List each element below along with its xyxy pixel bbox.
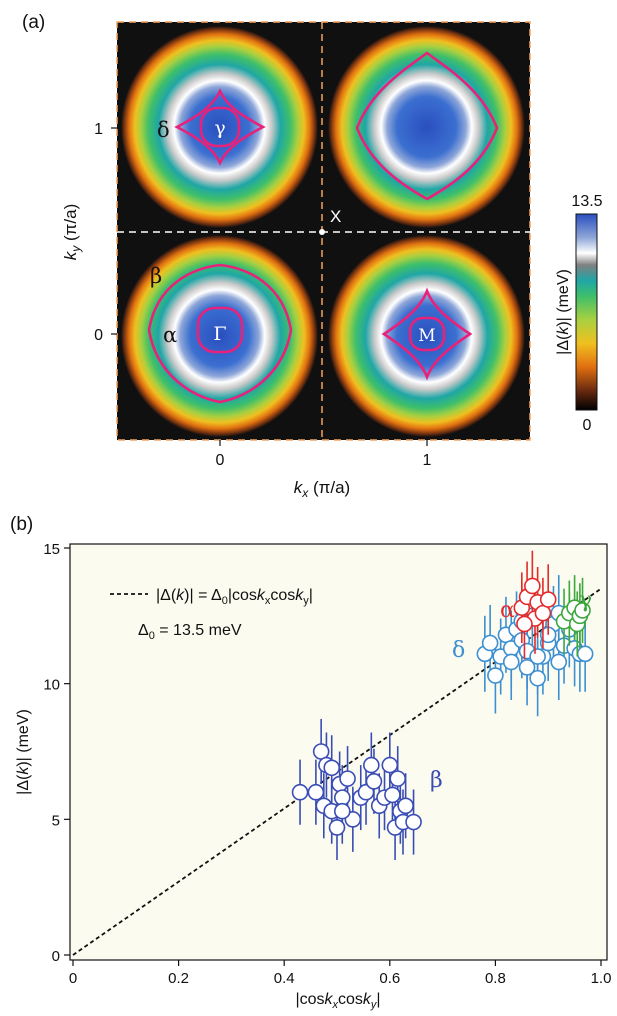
delta0-value: Δ0 = 13.5 meV [138, 622, 242, 642]
data-point [574, 602, 591, 619]
colorbar: 13.5 0 |Δ(k)| (meV) [555, 193, 603, 434]
data-point [333, 789, 351, 806]
y-tick-label-0: 0 [94, 327, 103, 344]
x-tick-label: 0.2 [168, 970, 189, 987]
y-tick-label-1: 1 [94, 121, 103, 138]
delta-band-label: δ [157, 118, 170, 142]
data-point [328, 819, 346, 836]
data-point [384, 786, 401, 804]
panel-b-x-axis-label: |coskxcosky| [295, 991, 380, 1011]
x-tick-label: 0.6 [379, 970, 400, 987]
fermi-surface-gamma [199, 106, 241, 148]
fit-legend: |Δ(k)| = Δ0|coskxcosky| Δ0 = 13.5 meV [110, 587, 313, 642]
data-point [518, 659, 536, 676]
x-tick-label-0: 0 [216, 452, 225, 469]
data-point [323, 759, 341, 777]
data-point [529, 669, 546, 687]
data-point [516, 615, 533, 633]
y-tick-label: 0 [52, 948, 60, 965]
x-point-label: X [330, 207, 341, 226]
data-point [291, 783, 309, 801]
data-point [397, 797, 414, 815]
x-tick-label: 1.0 [591, 970, 612, 987]
legend-formula: |Δ(k)| = Δ0|coskxcosky| [156, 587, 313, 607]
y-tick-label: 10 [43, 677, 60, 694]
data-point [333, 802, 351, 820]
data-point [534, 604, 552, 622]
data-point [487, 667, 504, 684]
fermi-surface-alpha [196, 306, 244, 354]
x-tick-label: 0.4 [274, 970, 295, 987]
data-point [539, 591, 557, 608]
M-point-label: M [418, 326, 435, 346]
beta-band-label: β [150, 264, 162, 288]
data-point [307, 783, 325, 801]
fermi-surface-beta [147, 263, 293, 404]
colorbar-scale [575, 213, 598, 411]
panel-a-axes: 0 1 1 0 kx (π/a) ky (π/a) [61, 121, 432, 500]
delta-series-label: δ [452, 638, 465, 663]
gap-cell-gamma [121, 26, 318, 228]
data-points [291, 550, 594, 861]
data-point [363, 756, 380, 774]
panel-b-y-axis-label: |Δ(k)| (meV) [15, 709, 32, 795]
x-point-marker [319, 229, 325, 235]
gap-cell-m-top [328, 26, 525, 228]
colorbar-min-label: 0 [583, 417, 592, 434]
panel-a-y-axis-label: ky (π/a) [61, 204, 83, 260]
colorbar-title: |Δ(k)| (meV) [555, 269, 572, 355]
y-tick-label: 15 [43, 541, 60, 558]
data-point [389, 770, 407, 787]
series-α [513, 550, 557, 660]
data-point [339, 770, 356, 787]
data-point [365, 773, 383, 790]
data-point [312, 743, 330, 760]
y-tick-label: 5 [52, 812, 60, 829]
fermi-surface-m [381, 287, 473, 381]
gamma-series-label: γ [579, 588, 592, 613]
data-point [524, 577, 541, 595]
Gamma-point-label: Γ [213, 323, 226, 345]
series-γ [555, 575, 591, 657]
alpha-band-label: α [163, 323, 177, 347]
panel-a-x-axis-label: kx (π/a) [294, 478, 350, 500]
data-point [381, 756, 399, 774]
series-β [291, 718, 422, 861]
map-frame [116, 21, 531, 441]
fermi-surface-m-inner [408, 316, 446, 352]
data-point [529, 648, 546, 665]
gamma-point-label: γ [214, 117, 225, 139]
panel-a-label: (a) [22, 12, 45, 33]
fermi-surface-delta [174, 87, 266, 167]
fermi-surface-m-top [355, 51, 499, 201]
gap-map: X γ Γ M δ β α [116, 21, 531, 441]
data-point [502, 653, 520, 671]
alpha-series-label: α [500, 598, 515, 623]
colorbar-max-label: 13.5 [571, 193, 602, 210]
panel-b-axes: 0 0.2 0.4 0.6 0.8 1.0 0 5 10 15 [43, 541, 611, 987]
data-point [576, 645, 594, 663]
beta-series-label: β [430, 768, 443, 793]
panel-b-label: (b) [10, 514, 33, 535]
data-point [481, 634, 499, 652]
x-tick-label: 0 [69, 970, 77, 987]
x-tick-label-1: 1 [423, 452, 432, 469]
data-point [550, 653, 568, 671]
x-tick-label: 0.8 [485, 970, 506, 987]
gap-cell-M [328, 235, 525, 437]
data-point [405, 813, 422, 831]
